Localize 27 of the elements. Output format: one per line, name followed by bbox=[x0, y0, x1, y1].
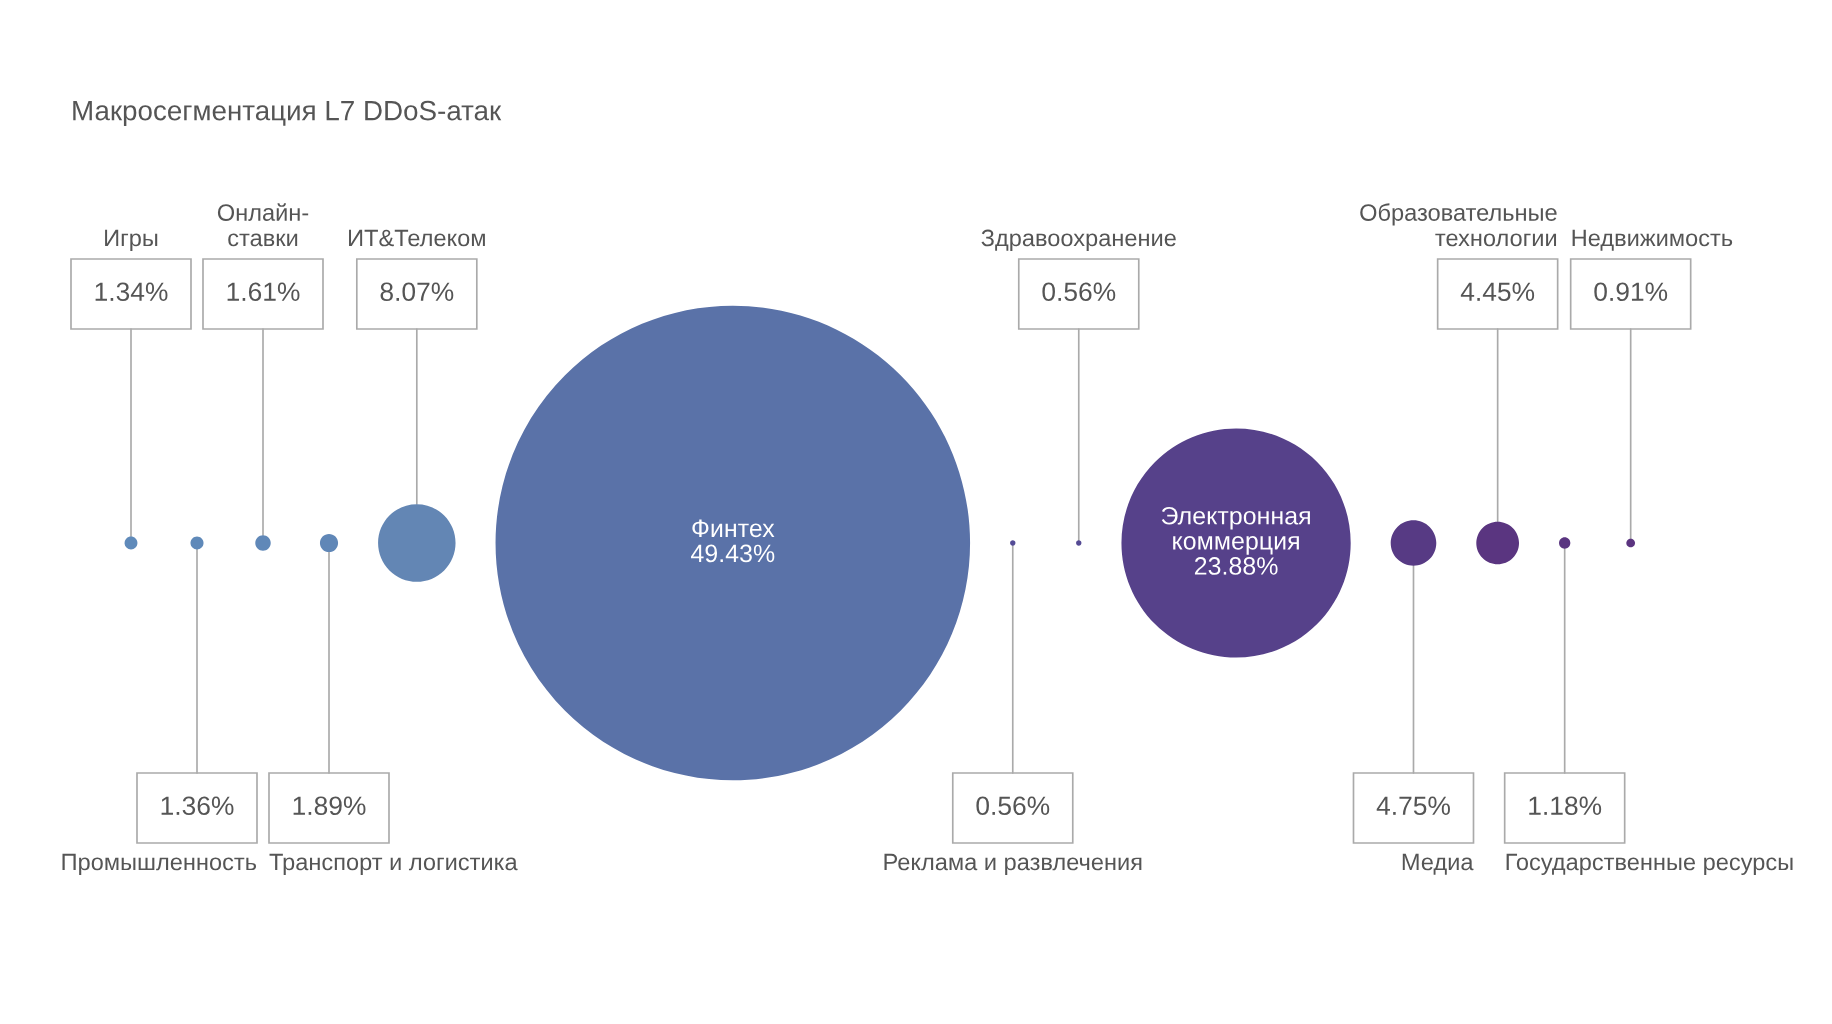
category-label: Реклама и развлечения bbox=[884, 853, 1142, 876]
data-label: 1.89% bbox=[293, 796, 366, 816]
category-label: Здравоохранение bbox=[981, 229, 1176, 251]
category-label: ИТ&Телеком bbox=[349, 229, 485, 247]
data-label: 0.56% bbox=[1042, 282, 1116, 302]
category-label: Промышленность bbox=[62, 853, 257, 876]
text: Макросегментация L7 DDoS-атак bbox=[73, 100, 502, 126]
data-label: 1.18% bbox=[1529, 796, 1602, 816]
category-label: Игры bbox=[105, 229, 158, 251]
data-label: 0.91% bbox=[1594, 282, 1668, 302]
data-label: 1.61% bbox=[227, 282, 300, 302]
data-label: 4.75% bbox=[1376, 796, 1450, 816]
category-label: Государственные ресурсы bbox=[1506, 853, 1793, 876]
data-label: 8.07% bbox=[380, 282, 454, 302]
category-label: Медиа bbox=[1402, 853, 1474, 875]
data-label: 23.88% bbox=[1194, 557, 1278, 575]
category-label: Недвижимость bbox=[1572, 229, 1733, 251]
category-label: Электронная коммерция bbox=[1161, 506, 1310, 555]
category-label: Образовательные технологии bbox=[1360, 203, 1557, 247]
category-label: Онлайн- ставки bbox=[217, 203, 309, 247]
category-label: Транспорт и логистика bbox=[269, 853, 518, 876]
data-label: 1.36% bbox=[161, 796, 234, 816]
data-label: 4.45% bbox=[1460, 282, 1535, 302]
data-label: 0.56% bbox=[976, 796, 1050, 816]
category-label: Финтех bbox=[692, 519, 775, 538]
data-label: 1.34% bbox=[95, 282, 168, 302]
data-label: 49.43% bbox=[690, 544, 775, 563]
